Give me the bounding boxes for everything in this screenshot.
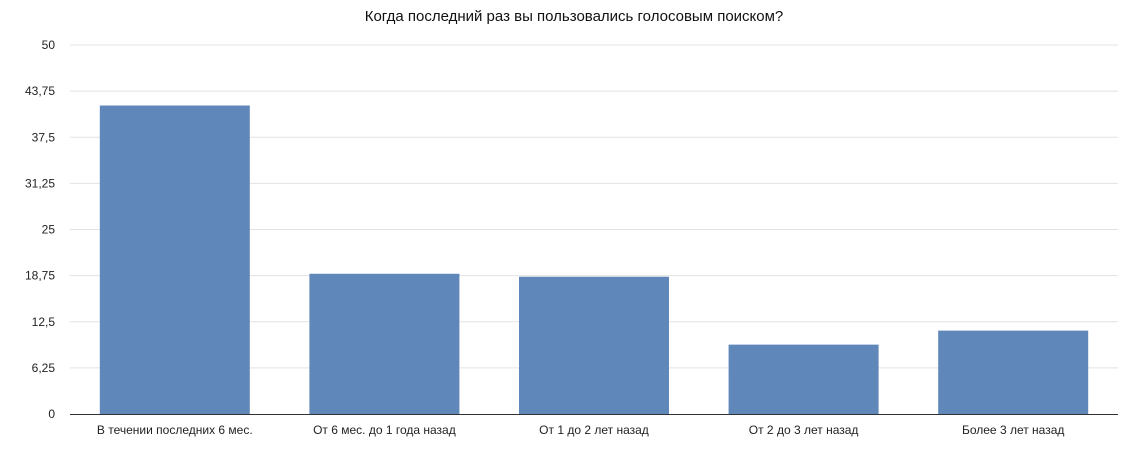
chart-title: Когда последний раз вы пользовались голо… (364, 8, 784, 25)
y-tick-label: 6,25 (32, 361, 56, 375)
x-tick-label: От 6 мес. до 1 года назад (313, 423, 456, 437)
y-tick-label: 0 (48, 407, 55, 421)
y-tick-label: 18,75 (25, 269, 55, 283)
bar (728, 344, 879, 414)
bar (309, 273, 460, 414)
x-tick-label: В течении последних 6 мес. (97, 423, 253, 437)
bar (938, 330, 1089, 414)
x-tick-label: Более 3 лет назад (962, 423, 1064, 437)
bar (99, 105, 250, 415)
y-tick-label: 25 (42, 223, 56, 237)
x-axis-labels: В течении последних 6 мес. От 6 мес. до 1… (97, 423, 1065, 437)
y-tick-label: 12,5 (32, 315, 56, 329)
x-tick-label: От 2 до 3 лет назад (749, 423, 859, 437)
bar (519, 276, 669, 414)
y-axis-ticks: 0 6,25 12,5 18,75 25 31,25 37,5 43,75 50 (25, 38, 55, 421)
y-tick-label: 43,75 (25, 84, 55, 98)
x-tick-label: От 1 до 2 лет назад (539, 423, 649, 437)
bars (99, 105, 1089, 415)
y-tick-label: 50 (42, 38, 56, 52)
y-tick-label: 37,5 (32, 130, 56, 144)
y-tick-label: 31,25 (25, 176, 55, 190)
